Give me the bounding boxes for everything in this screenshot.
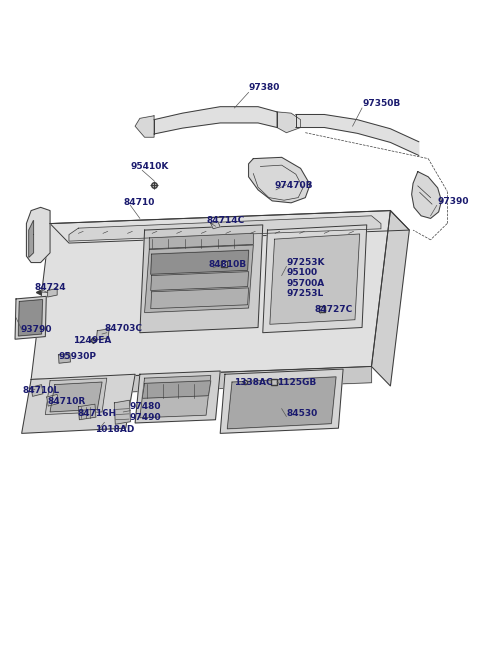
Polygon shape xyxy=(211,221,220,229)
Polygon shape xyxy=(412,172,442,218)
Polygon shape xyxy=(151,288,249,309)
Polygon shape xyxy=(151,250,249,274)
Polygon shape xyxy=(144,245,253,312)
Text: 84727C: 84727C xyxy=(315,305,353,314)
Text: 1018AD: 1018AD xyxy=(95,425,134,434)
Polygon shape xyxy=(59,354,71,364)
Polygon shape xyxy=(45,378,107,415)
Polygon shape xyxy=(47,394,59,406)
Polygon shape xyxy=(96,329,109,340)
Polygon shape xyxy=(48,289,57,297)
Text: 84710L: 84710L xyxy=(23,386,60,395)
Polygon shape xyxy=(220,369,343,434)
Text: 97350B: 97350B xyxy=(362,99,400,108)
Text: 84710: 84710 xyxy=(123,198,155,207)
Polygon shape xyxy=(372,211,409,386)
Text: 95410K: 95410K xyxy=(131,162,169,171)
Text: 97390: 97390 xyxy=(438,197,469,206)
Text: 1125GB: 1125GB xyxy=(277,378,316,387)
Text: 95100: 95100 xyxy=(287,269,318,278)
Text: 97470B: 97470B xyxy=(275,181,313,191)
Text: 1338AC: 1338AC xyxy=(234,378,273,387)
Polygon shape xyxy=(18,299,43,336)
Polygon shape xyxy=(31,211,390,379)
Polygon shape xyxy=(135,116,154,137)
Polygon shape xyxy=(142,381,211,398)
Polygon shape xyxy=(69,215,381,241)
Polygon shape xyxy=(149,233,253,249)
Polygon shape xyxy=(31,384,43,396)
Polygon shape xyxy=(270,234,360,324)
Text: 97253K: 97253K xyxy=(287,258,325,267)
Text: 84724: 84724 xyxy=(35,283,67,291)
Polygon shape xyxy=(151,272,249,290)
Text: 84703C: 84703C xyxy=(105,324,143,333)
Text: 93790: 93790 xyxy=(21,325,52,334)
Text: 84710R: 84710R xyxy=(48,397,86,406)
Polygon shape xyxy=(15,296,46,339)
Polygon shape xyxy=(26,208,50,263)
Text: 97490: 97490 xyxy=(130,413,161,422)
Polygon shape xyxy=(277,112,300,133)
Polygon shape xyxy=(154,107,277,134)
Polygon shape xyxy=(263,225,367,333)
Text: 84716H: 84716H xyxy=(77,409,117,418)
Text: 1249EA: 1249EA xyxy=(73,336,111,345)
Text: 84530: 84530 xyxy=(287,409,318,418)
Polygon shape xyxy=(50,211,409,243)
Polygon shape xyxy=(114,400,131,424)
Polygon shape xyxy=(31,366,372,396)
Text: 95930P: 95930P xyxy=(59,352,96,361)
Polygon shape xyxy=(228,377,336,429)
Polygon shape xyxy=(296,115,419,155)
Text: 84714C: 84714C xyxy=(206,216,244,225)
Polygon shape xyxy=(135,371,220,423)
Polygon shape xyxy=(140,225,263,333)
Polygon shape xyxy=(249,157,310,203)
Text: 97380: 97380 xyxy=(249,83,280,92)
Text: 97253L: 97253L xyxy=(287,290,324,298)
Polygon shape xyxy=(140,375,211,418)
Polygon shape xyxy=(29,220,34,257)
Text: 97480: 97480 xyxy=(130,402,161,411)
Polygon shape xyxy=(22,374,135,434)
Polygon shape xyxy=(50,382,102,412)
Text: 84810B: 84810B xyxy=(208,260,247,269)
Text: 95700A: 95700A xyxy=(287,279,324,288)
Polygon shape xyxy=(78,404,96,420)
